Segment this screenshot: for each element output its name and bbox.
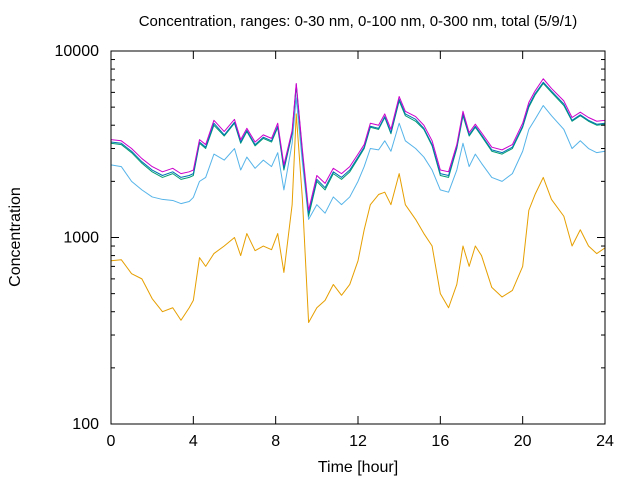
x-tick-label: 12	[349, 433, 367, 450]
x-tick-label: 8	[271, 433, 280, 450]
series-line	[110, 113, 606, 324]
tick-layer: 0 4 8 12 16 20 24 100 1000 10000	[55, 43, 615, 450]
y-tick-label: 100	[72, 416, 99, 433]
series-line	[110, 82, 606, 217]
series-line	[110, 97, 606, 220]
y-axis-label: Concentration	[7, 187, 24, 287]
x-tick-label: 4	[189, 433, 198, 450]
y-tick-label: 1000	[63, 230, 99, 247]
x-tick-label: 20	[514, 433, 532, 450]
x-tick-label: 0	[107, 433, 116, 450]
series-line	[110, 78, 606, 211]
series-line	[110, 81, 606, 214]
x-tick-label: 24	[596, 433, 614, 450]
chart-title: Concentration, ranges: 0-30 nm, 0-100 nm…	[139, 13, 578, 30]
x-axis-label: Time [hour]	[318, 459, 398, 476]
y-tick-label: 10000	[55, 43, 100, 60]
plot-frame	[110, 50, 606, 425]
series-layer	[110, 78, 606, 324]
x-tick-label: 16	[431, 433, 449, 450]
